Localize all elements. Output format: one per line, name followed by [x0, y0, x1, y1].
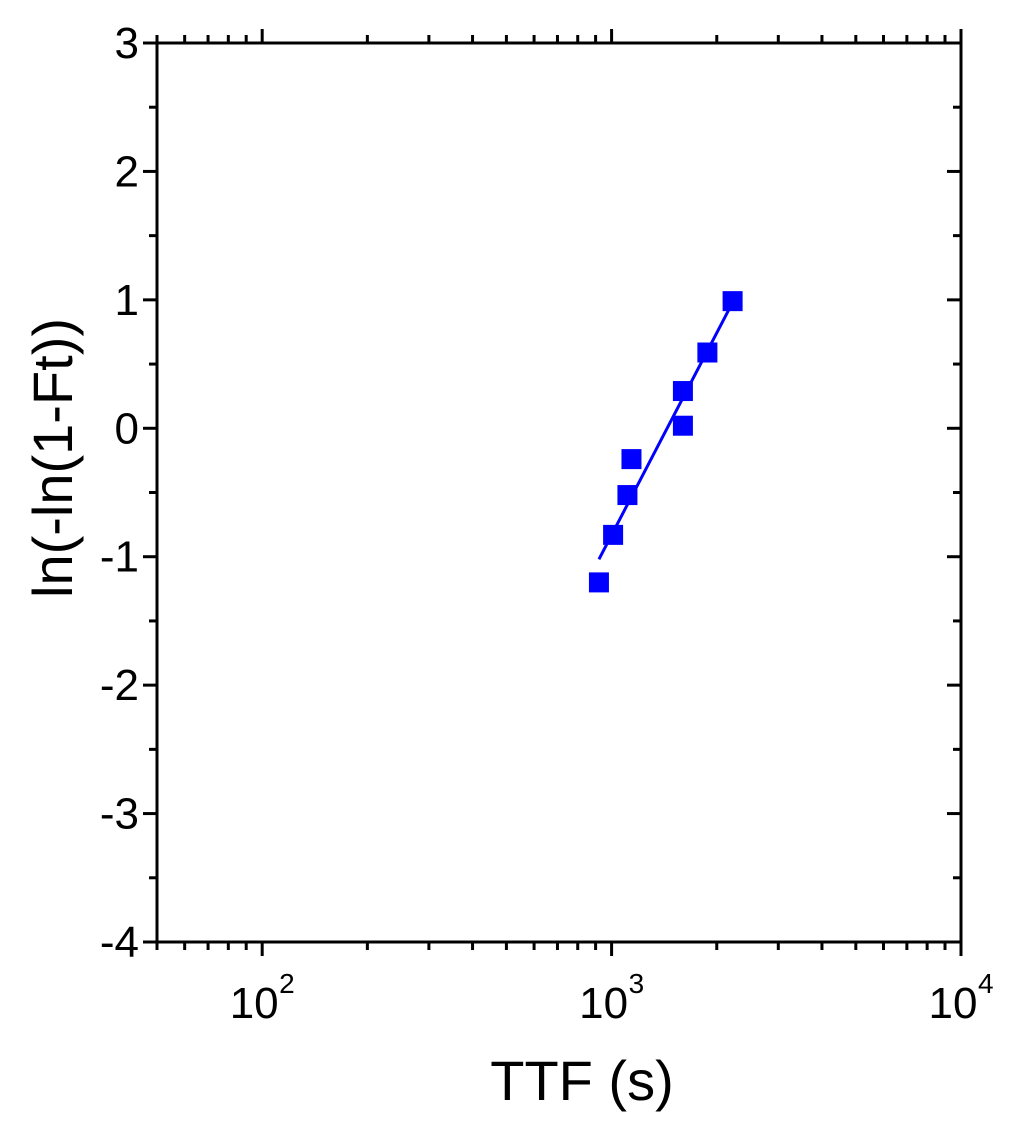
y-axis-title: ln(-ln(1-Ft)): [21, 318, 84, 598]
x-tick-exponent: 4: [978, 968, 994, 999]
x-tick-base: 10: [929, 979, 978, 1028]
data-point: [697, 342, 718, 363]
y-tick-label: 2: [115, 147, 139, 196]
x-tick-label: 10 2: [230, 968, 295, 1028]
data-point: [617, 485, 638, 506]
data-point: [621, 449, 642, 470]
y-tick-label: -4: [100, 918, 139, 967]
data-point: [722, 291, 743, 312]
y-tick-label: 3: [115, 19, 139, 68]
x-axis-title: TTF (s): [490, 1049, 673, 1112]
x-tick-base: 10: [230, 979, 279, 1028]
data-point: [672, 415, 693, 436]
x-tick-base: 10: [579, 979, 628, 1028]
x-tick-exponent: 3: [629, 968, 645, 999]
y-tick-label: 1: [115, 276, 139, 325]
x-tick-label: 10 3: [579, 968, 644, 1028]
fit-line: [597, 301, 734, 560]
x-tick-exponent: 2: [279, 968, 295, 999]
y-tick-label: -3: [100, 790, 139, 839]
data-point: [588, 572, 609, 593]
x-tick-label: 10 4: [929, 968, 994, 1028]
y-tick-label: -2: [100, 661, 139, 710]
plot-frame: [155, 41, 963, 944]
data-point: [603, 524, 624, 545]
data-point: [672, 381, 693, 402]
y-tick-label: 0: [115, 404, 139, 453]
y-tick-label: -1: [100, 533, 139, 582]
